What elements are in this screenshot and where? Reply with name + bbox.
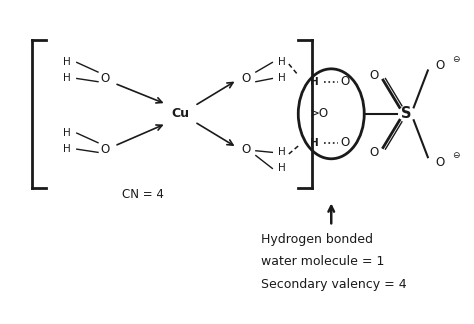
- Text: H: H: [64, 74, 71, 84]
- Text: O: O: [242, 143, 251, 156]
- Text: O: O: [242, 72, 251, 85]
- Text: O: O: [435, 156, 444, 168]
- Text: S: S: [401, 106, 412, 121]
- Text: O: O: [435, 59, 444, 72]
- Text: H: H: [310, 138, 319, 148]
- Text: H: H: [278, 163, 286, 173]
- Text: H: H: [64, 57, 71, 67]
- Text: Hydrogen bonded: Hydrogen bonded: [261, 233, 373, 246]
- Text: ⊖: ⊖: [452, 151, 460, 160]
- Text: O: O: [369, 146, 378, 159]
- Text: O: O: [341, 136, 350, 149]
- Text: Secondary valency = 4: Secondary valency = 4: [261, 278, 406, 291]
- Text: O: O: [369, 69, 378, 82]
- Text: O: O: [100, 72, 109, 85]
- Text: ⊖: ⊖: [452, 55, 460, 64]
- Text: water molecule = 1: water molecule = 1: [261, 255, 384, 268]
- Text: H: H: [64, 128, 71, 138]
- Text: H: H: [278, 57, 286, 67]
- Text: CN = 4: CN = 4: [122, 188, 164, 201]
- Text: Cu: Cu: [172, 107, 190, 120]
- Text: H: H: [278, 74, 286, 84]
- Text: >O: >O: [310, 107, 329, 120]
- Text: O: O: [100, 143, 109, 156]
- Text: H: H: [278, 147, 286, 157]
- Text: H: H: [310, 77, 319, 87]
- Text: O: O: [341, 75, 350, 88]
- Text: H: H: [64, 144, 71, 154]
